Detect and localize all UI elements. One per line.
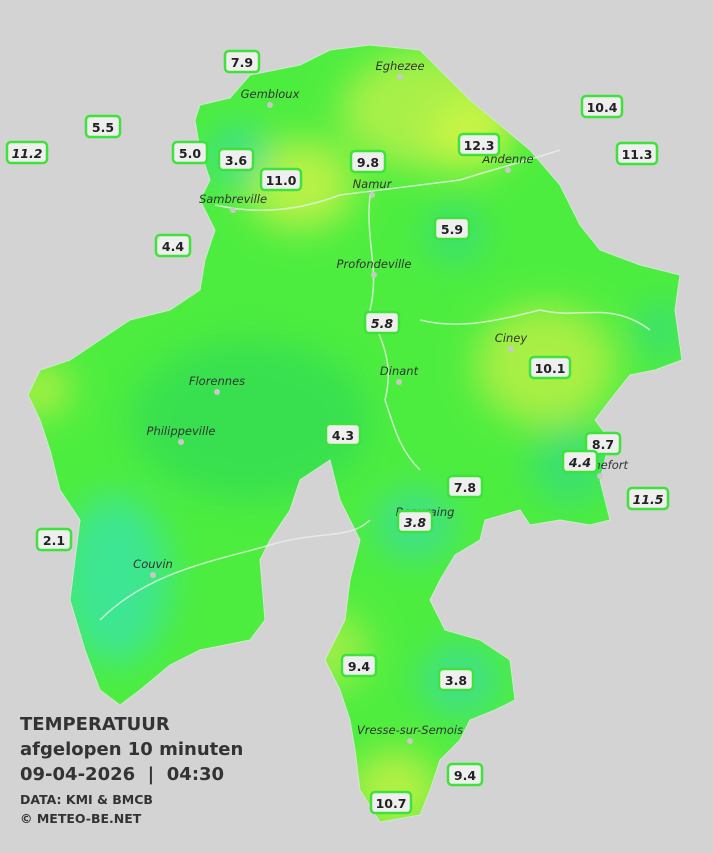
station-box bbox=[446, 762, 484, 787]
station-box bbox=[84, 114, 122, 139]
station-value: 11.2 bbox=[12, 146, 43, 161]
station-box bbox=[369, 790, 413, 815]
station-box bbox=[217, 147, 255, 172]
legend-datetime: 09-04-2026 | 04:30 bbox=[20, 764, 224, 785]
station-box bbox=[35, 527, 73, 552]
stations: 7.9 5.5 11.2 5.0 3.6 11.0 9.8 12.3 10.4 11.3 4.4 5.… bbox=[5, 49, 670, 815]
city-label: Ciney bbox=[495, 331, 528, 345]
station-value: 5.5 bbox=[92, 120, 114, 135]
city-dot bbox=[178, 439, 184, 445]
station-value: 4.3 bbox=[332, 428, 354, 443]
station-box bbox=[437, 667, 475, 692]
city-label: Dinant bbox=[380, 364, 419, 378]
station-value: 5.8 bbox=[371, 316, 393, 331]
rivers bbox=[99, 149, 651, 621]
station-value: 3.8 bbox=[445, 673, 467, 688]
station-box bbox=[457, 132, 501, 157]
station-value: 9.8 bbox=[357, 155, 379, 170]
city-label: Philippeville bbox=[147, 424, 216, 438]
station-box bbox=[561, 449, 599, 474]
station-box bbox=[396, 509, 434, 534]
station-box bbox=[584, 431, 622, 456]
city-dot bbox=[214, 389, 220, 395]
station-value: 4.4 bbox=[162, 239, 184, 254]
station-value: 11.5 bbox=[633, 492, 664, 507]
station-value: 7.9 bbox=[231, 55, 253, 70]
legend-subtitle: afgelopen 10 minuten bbox=[20, 739, 243, 760]
city-dot bbox=[371, 272, 377, 278]
station-box bbox=[363, 310, 401, 335]
station-box bbox=[259, 167, 303, 192]
city-label: Namur bbox=[353, 177, 393, 191]
station-value: 10.7 bbox=[376, 796, 407, 811]
city-dot bbox=[267, 102, 273, 108]
station-box bbox=[446, 474, 484, 499]
station-value: 4.4 bbox=[568, 455, 591, 470]
station-box bbox=[171, 140, 209, 165]
city-dot bbox=[150, 572, 156, 578]
station-box bbox=[154, 233, 192, 258]
station-value: 5.9 bbox=[441, 222, 463, 237]
legend-source: DATA: KMI & BMCB bbox=[20, 792, 153, 807]
station-box bbox=[223, 49, 261, 74]
station-value: 7.8 bbox=[454, 480, 476, 495]
city-dot bbox=[396, 379, 402, 385]
city-dot bbox=[597, 473, 603, 479]
city-dot bbox=[407, 738, 413, 744]
station-box bbox=[580, 94, 624, 119]
city-dot bbox=[369, 192, 375, 198]
station-value: 3.6 bbox=[225, 153, 247, 168]
station-value: 9.4 bbox=[454, 768, 476, 783]
station-value: 12.3 bbox=[464, 138, 495, 153]
city-dot bbox=[508, 346, 514, 352]
city-label: Eghezee bbox=[375, 59, 424, 73]
city-dot bbox=[505, 167, 511, 173]
city-label: Florennes bbox=[189, 374, 245, 388]
station-value: 2.1 bbox=[43, 533, 65, 548]
station-value: 11.3 bbox=[622, 147, 653, 162]
station-box bbox=[324, 422, 362, 447]
city-label: Profondeville bbox=[337, 257, 412, 271]
station-box bbox=[433, 216, 471, 241]
city-dot bbox=[230, 207, 236, 213]
station-box bbox=[340, 653, 378, 678]
station-box bbox=[615, 141, 659, 166]
station-box bbox=[626, 486, 670, 511]
city-label: Vresse-sur-Semois bbox=[357, 723, 463, 737]
city-label: Sambreville bbox=[199, 192, 267, 206]
station-value: 10.4 bbox=[587, 100, 618, 115]
station-value: 9.4 bbox=[348, 659, 370, 674]
station-value: 8.7 bbox=[592, 437, 614, 452]
station-box bbox=[528, 355, 572, 380]
city-label: Couvin bbox=[133, 557, 173, 571]
station-value: 3.8 bbox=[404, 515, 426, 530]
city-label: Gembloux bbox=[241, 87, 300, 101]
station-box bbox=[5, 140, 49, 165]
station-value: 10.1 bbox=[535, 361, 566, 376]
legend-copyright: © METEO-BE.NET bbox=[20, 811, 142, 826]
station-value: 5.0 bbox=[179, 146, 201, 161]
legend-title: TEMPERATUUR bbox=[20, 714, 170, 735]
city-dot bbox=[397, 74, 403, 80]
station-box bbox=[349, 149, 387, 174]
station-value: 11.0 bbox=[266, 173, 297, 188]
legend: TEMPERATUUR afgelopen 10 minuten 09-04-2… bbox=[20, 714, 243, 826]
